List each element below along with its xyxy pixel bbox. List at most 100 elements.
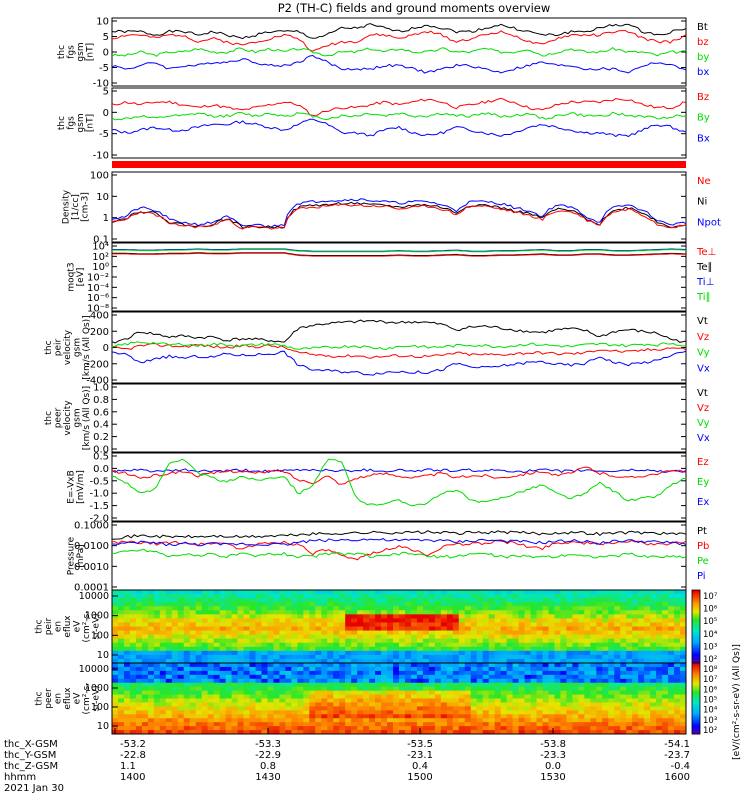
spectrogram-cell	[572, 694, 579, 699]
spectrogram-cell	[285, 642, 292, 648]
spectrogram-cell	[231, 702, 238, 707]
spectrogram-cell	[602, 606, 609, 611]
spectrogram-cell	[614, 598, 621, 603]
colorbar-cell	[692, 673, 700, 676]
spectrogram-cell	[614, 666, 621, 672]
spectrogram-cell	[399, 690, 406, 695]
spectrogram-cell	[129, 682, 137, 688]
spectrogram-cell	[171, 654, 179, 660]
spectrogram-cell	[315, 698, 322, 703]
legend-entry: Bt	[697, 22, 708, 33]
spectrogram-cell	[566, 690, 573, 695]
spectrogram-cell	[375, 638, 382, 644]
spectrogram-cell	[650, 614, 657, 619]
spectrogram-cell	[416, 686, 424, 692]
y-tick-label: 0	[103, 108, 109, 119]
spectrogram-cell	[112, 626, 119, 631]
spectrogram-cell	[548, 618, 555, 623]
spectrogram-cell	[285, 663, 292, 668]
spectrogram-cell	[404, 642, 412, 648]
spectrogram-cell	[428, 674, 436, 680]
spectrogram-cell	[243, 674, 250, 680]
spectrogram-cell	[393, 690, 400, 695]
spectrogram-cell	[416, 650, 424, 656]
spectrogram-cell	[177, 726, 185, 731]
spectrogram-cell	[578, 698, 585, 703]
spectrogram-cell	[321, 686, 328, 692]
spectrogram-cell	[650, 594, 657, 599]
spectrogram-cell	[231, 614, 238, 619]
spectrogram-cell	[458, 726, 466, 731]
spectrogram-cell	[225, 698, 232, 703]
spectrogram-cell	[470, 634, 478, 640]
spectrogram-cell	[458, 614, 466, 619]
spectrogram-cell	[488, 678, 496, 684]
spectrogram-cell	[357, 634, 364, 640]
spectrogram-cell	[195, 598, 203, 603]
spectrogram-cell	[393, 646, 400, 652]
spectrogram-cell	[536, 666, 543, 672]
spectrogram-cell	[159, 658, 167, 664]
spectrogram-cell	[602, 638, 609, 644]
spectrogram-cell	[584, 663, 591, 668]
spectrogram-cell	[123, 646, 131, 652]
spectrogram-cell	[375, 698, 382, 703]
spectrogram-cell	[404, 678, 412, 684]
spectrogram-cell	[428, 638, 436, 644]
spectrogram-cell	[112, 710, 119, 715]
spectrogram-cell	[375, 674, 382, 680]
spectrogram-cell	[147, 594, 155, 599]
spectrogram-cell	[668, 702, 675, 707]
spectrogram-cell	[201, 706, 209, 711]
spectrogram-cell	[363, 698, 370, 703]
spectrogram-cell	[410, 690, 418, 695]
spectrogram-cell	[614, 710, 621, 715]
spectrogram-cell	[375, 622, 382, 627]
spectrogram-cell	[644, 610, 651, 615]
spectrogram-cell	[201, 606, 209, 611]
spectrogram-cell	[201, 698, 209, 703]
spectrogram-cell	[141, 666, 149, 672]
spectrogram-cell	[387, 694, 394, 699]
spectrogram-cell	[626, 634, 633, 640]
spectrogram-cell	[404, 714, 412, 719]
spectrogram-cell	[584, 646, 591, 652]
spectrogram-cell	[650, 618, 657, 623]
spectrogram-cell	[243, 658, 250, 664]
spectrogram-cell	[476, 646, 484, 652]
spectrogram-cell	[387, 630, 394, 636]
spectrogram-cell	[524, 678, 531, 684]
spectrogram-cell	[399, 706, 406, 711]
spectrogram-cell	[189, 690, 197, 695]
y-tick-label: 0.0010	[74, 562, 109, 573]
spectrogram-cell	[530, 594, 537, 599]
spectrogram-cell	[464, 706, 472, 711]
spectrogram-cell	[291, 658, 298, 664]
spectrogram-cell	[638, 602, 645, 607]
spectrogram-cell	[285, 694, 292, 699]
spectrogram-cell	[237, 690, 244, 695]
spectrogram-cell	[536, 590, 543, 595]
spectrogram-cell	[321, 622, 328, 627]
spectrogram-cell	[608, 718, 615, 723]
spectrogram-cell	[602, 614, 609, 619]
spectrogram-cell	[129, 670, 137, 676]
spectrogram-cell	[596, 663, 603, 668]
spectrogram-cell	[117, 638, 125, 644]
spectrogram-cell	[237, 630, 244, 636]
spectrogram-cell	[542, 646, 549, 652]
spectrogram-cell	[243, 726, 250, 731]
spectrogram-cell	[381, 590, 388, 595]
spectrogram-cell	[446, 674, 454, 680]
spectrogram-cell	[668, 682, 675, 688]
spectrogram-cell	[422, 718, 430, 723]
spectrogram-cell	[428, 698, 436, 703]
spectrogram-cell	[416, 594, 424, 599]
spectrogram-cell	[195, 614, 203, 619]
spectrogram-cell	[267, 642, 274, 648]
spectrogram-cell	[578, 590, 585, 595]
spectrogram-cell	[488, 694, 496, 699]
spectrogram-cell	[626, 638, 633, 644]
spectrogram-cell	[452, 670, 460, 676]
spectrogram-cell	[357, 646, 364, 652]
